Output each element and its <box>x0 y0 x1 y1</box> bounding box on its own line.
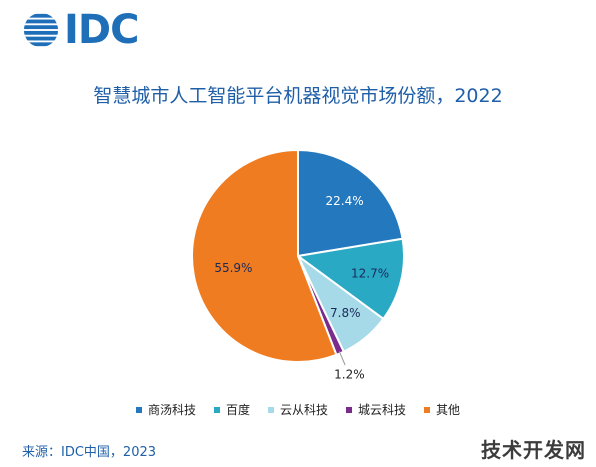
legend-label: 城云科技 <box>358 403 407 417</box>
pie-slice-5 <box>191 148 338 363</box>
logo-text: IDC <box>64 7 139 53</box>
legend-item-1: 商汤科技 <box>135 401 196 418</box>
legend-swatch <box>346 406 352 413</box>
legend-swatch <box>267 406 274 413</box>
leader-line <box>338 351 346 366</box>
pie-slice-2 <box>295 237 405 321</box>
data-label-4: 1.2% <box>334 368 365 382</box>
legend-label: 百度 <box>225 403 250 417</box>
globe-icon <box>23 13 59 47</box>
legend-item-3: 云从科技 <box>267 401 328 418</box>
legend-swatch <box>424 406 431 413</box>
data-label-3: 7.8% <box>330 306 361 320</box>
legend-item-2: 百度 <box>213 401 250 418</box>
source-note: 来源：IDC中国，2023 <box>22 445 157 460</box>
chart-legend: 商汤科技 百度 云从科技 城云科技 其他 <box>0 401 596 418</box>
watermark: 技术开发网 <box>481 438 586 462</box>
legend-swatch <box>135 406 142 413</box>
data-label-1: 22.4% <box>326 194 364 208</box>
legend-label: 商汤科技 <box>147 403 196 417</box>
legend-swatch <box>213 406 220 413</box>
idc-logo: IDC <box>22 7 139 53</box>
data-label-2: 12.7% <box>351 266 389 280</box>
legend-item-4: 城云科技 <box>346 401 406 418</box>
legend-item-5: 其他 <box>424 401 460 418</box>
pie-slice-1 <box>297 148 404 258</box>
legend-label: 其他 <box>436 403 461 417</box>
chart-title: 智慧城市人工智能平台机器视觉市场份额，2022 <box>93 85 503 107</box>
data-label-5: 55.9% <box>214 261 252 275</box>
legend-label: 云从科技 <box>279 403 328 417</box>
